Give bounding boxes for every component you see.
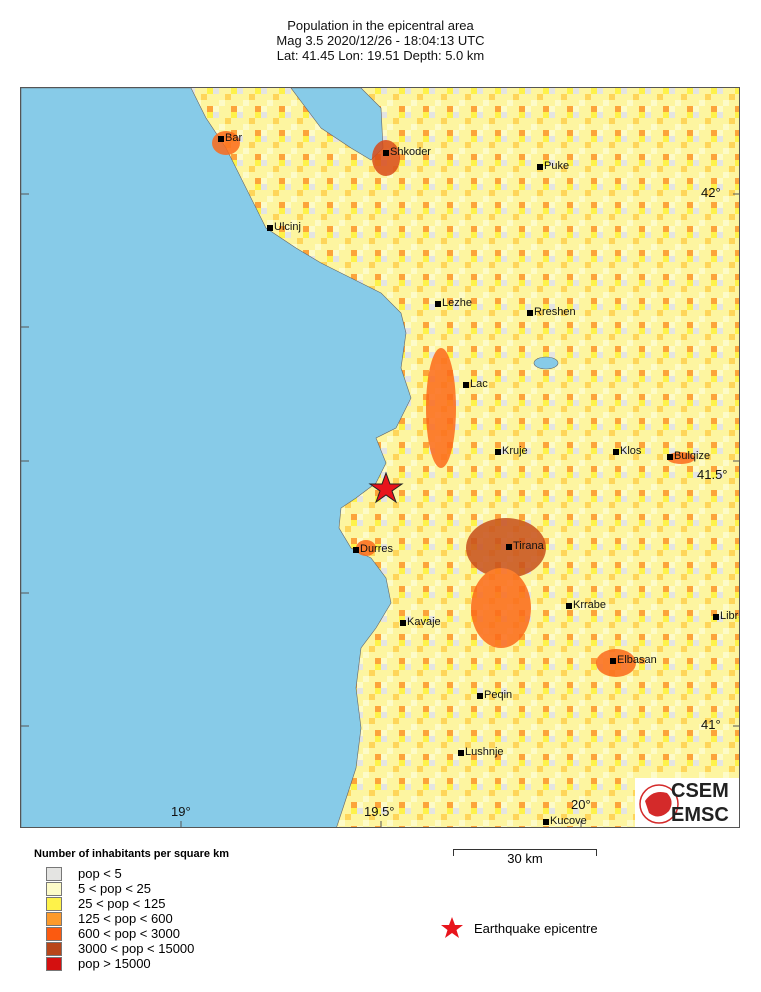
csem-emsc-logo: CSEM EMSC: [635, 778, 739, 827]
lon-label-19: 19°: [171, 804, 191, 819]
city-bar: Bar: [218, 132, 242, 145]
legend-item: pop > 15000: [46, 956, 151, 971]
city-kruje: Kruje: [495, 445, 528, 458]
legend-label: 5 < pop < 25: [78, 881, 152, 896]
city-bulqize: Bulqize: [667, 450, 710, 463]
graticule-ticks: [21, 193, 739, 827]
globe-logo-icon: [639, 784, 679, 824]
logo-text-csem: CSEM: [671, 780, 729, 802]
urban-density: [212, 131, 695, 677]
lon-label-20: 20°: [571, 797, 591, 812]
legend-item: 25 < pop < 125: [46, 896, 165, 911]
lat-label-42: 42°: [701, 185, 721, 200]
city-klos: Klos: [613, 445, 641, 458]
legend-label: 600 < pop < 3000: [78, 926, 180, 941]
legend-item: pop < 5: [46, 866, 122, 881]
city-elbasan: Elbasan: [610, 654, 657, 667]
city-tirana: Tirana: [506, 540, 544, 553]
city-puke: Puke: [537, 160, 569, 173]
city-ulcinj: Ulcinj: [267, 221, 301, 234]
logo-text-emsc: EMSC: [671, 804, 729, 826]
map-canvas: [21, 88, 739, 827]
legend-item: 125 < pop < 600: [46, 911, 173, 926]
epicentre-legend-label: Earthquake epicentre: [474, 920, 598, 936]
legend-label: 3000 < pop < 15000: [78, 941, 195, 956]
event-info: Mag 3.5 2020/12/26 - 18:04:13 UTC: [276, 33, 485, 48]
event-location: Lat: 41.45 Lon: 19.51 Depth: 5.0 km: [276, 48, 485, 63]
epicentre-legend: Earthquake epicentre: [440, 916, 598, 940]
city-lezhe: Lezhe: [435, 297, 472, 310]
city-shkoder: Shkoder: [383, 146, 431, 159]
legend-item: 5 < pop < 25: [46, 881, 151, 896]
legend-label: pop > 15000: [78, 956, 151, 971]
city-krrabe: Krrabe: [566, 599, 606, 612]
city-lac: Lac: [463, 378, 488, 391]
map-title: Population in the epicentral area: [287, 18, 474, 33]
lon-label-19-5: 19.5°: [364, 804, 395, 819]
scale-bar-label: 30 km: [507, 851, 543, 866]
epicentre-star: [368, 471, 404, 504]
legend-swatch: [46, 911, 62, 926]
city-lushnje: Lushnje: [458, 746, 504, 759]
scale-bar: [453, 849, 597, 856]
city-peqin: Peqin: [477, 689, 512, 702]
lat-label-41-5: 41.5°: [697, 467, 728, 482]
city-durres: Durres: [353, 543, 393, 556]
legend-label: 125 < pop < 600: [78, 911, 173, 926]
city-rreshen: Rreshen: [527, 306, 576, 319]
star-icon: [441, 917, 463, 938]
sea: [21, 88, 412, 827]
map-frame: Bar Shkoder Puke Ulcinj Lezhe Rreshen La…: [20, 87, 740, 828]
legend-swatch: [46, 896, 62, 911]
city-kavaje: Kavaje: [400, 616, 441, 629]
legend-item: 600 < pop < 3000: [46, 926, 180, 941]
legend-label: pop < 5: [78, 866, 122, 881]
lake: [533, 356, 559, 370]
legend-swatch: [46, 956, 62, 971]
legend-item: 3000 < pop < 15000: [46, 941, 194, 956]
legend-swatch: [46, 941, 62, 956]
city-librazhd: Libra: [713, 610, 739, 623]
legend-label: 25 < pop < 125: [78, 896, 166, 911]
legend-title: Number of inhabitants per square km: [34, 848, 229, 860]
city-kucove: Kucove: [543, 815, 587, 827]
legend-swatch: [46, 881, 62, 896]
legend-swatch: [46, 926, 62, 941]
legend-swatch: [46, 866, 62, 881]
lat-label-41: 41°: [701, 717, 721, 732]
